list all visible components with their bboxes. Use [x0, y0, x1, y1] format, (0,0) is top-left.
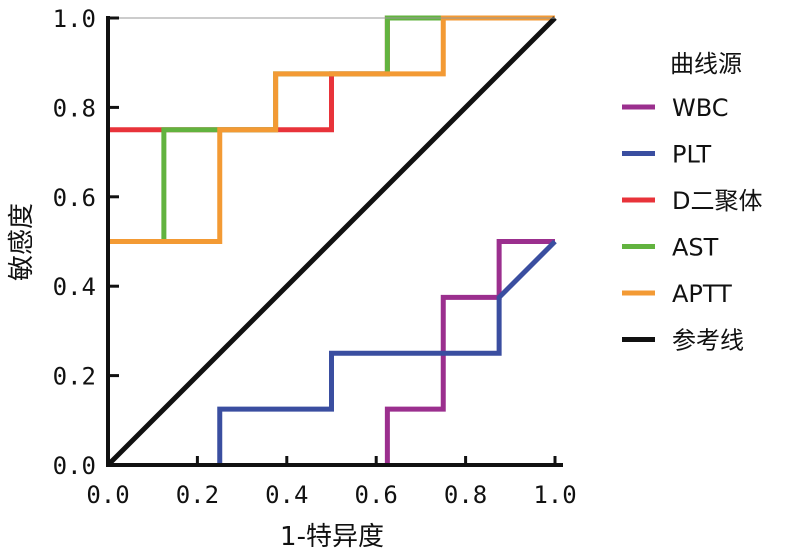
- legend-label: D二聚体: [672, 187, 762, 215]
- y-tick-label: 0.4: [53, 273, 96, 301]
- x-tick-label: 0.2: [176, 481, 219, 509]
- x-tick-label: 0.6: [355, 481, 398, 509]
- x-axis-label: 1-特异度: [280, 522, 384, 552]
- legend-label: APTT: [672, 280, 732, 308]
- legend-label: PLT: [672, 141, 712, 169]
- legend-title: 曲线源: [670, 50, 742, 78]
- x-tick-label: 0.0: [86, 481, 129, 509]
- x-tick-label: 1.0: [533, 481, 576, 509]
- series-line-0: [384, 239, 555, 465]
- legend-label: 参考线: [672, 327, 744, 355]
- y-tick-label: 0.6: [53, 184, 96, 212]
- x-tick-label: 0.4: [265, 481, 308, 509]
- series-line-4: [108, 15, 555, 244]
- y-tick-label: 0.8: [53, 94, 96, 122]
- y-axis-label: 敏感度: [7, 203, 37, 281]
- legend-label: WBC: [672, 94, 729, 122]
- x-tick-label: 0.8: [444, 481, 487, 509]
- y-tick-label: 1.0: [53, 5, 96, 33]
- series-line-1: [217, 239, 557, 465]
- y-tick-label: 0.0: [53, 452, 96, 480]
- y-tick-label: 0.2: [53, 363, 96, 391]
- series-line-5: [106, 16, 557, 467]
- legend-label: AST: [672, 234, 719, 262]
